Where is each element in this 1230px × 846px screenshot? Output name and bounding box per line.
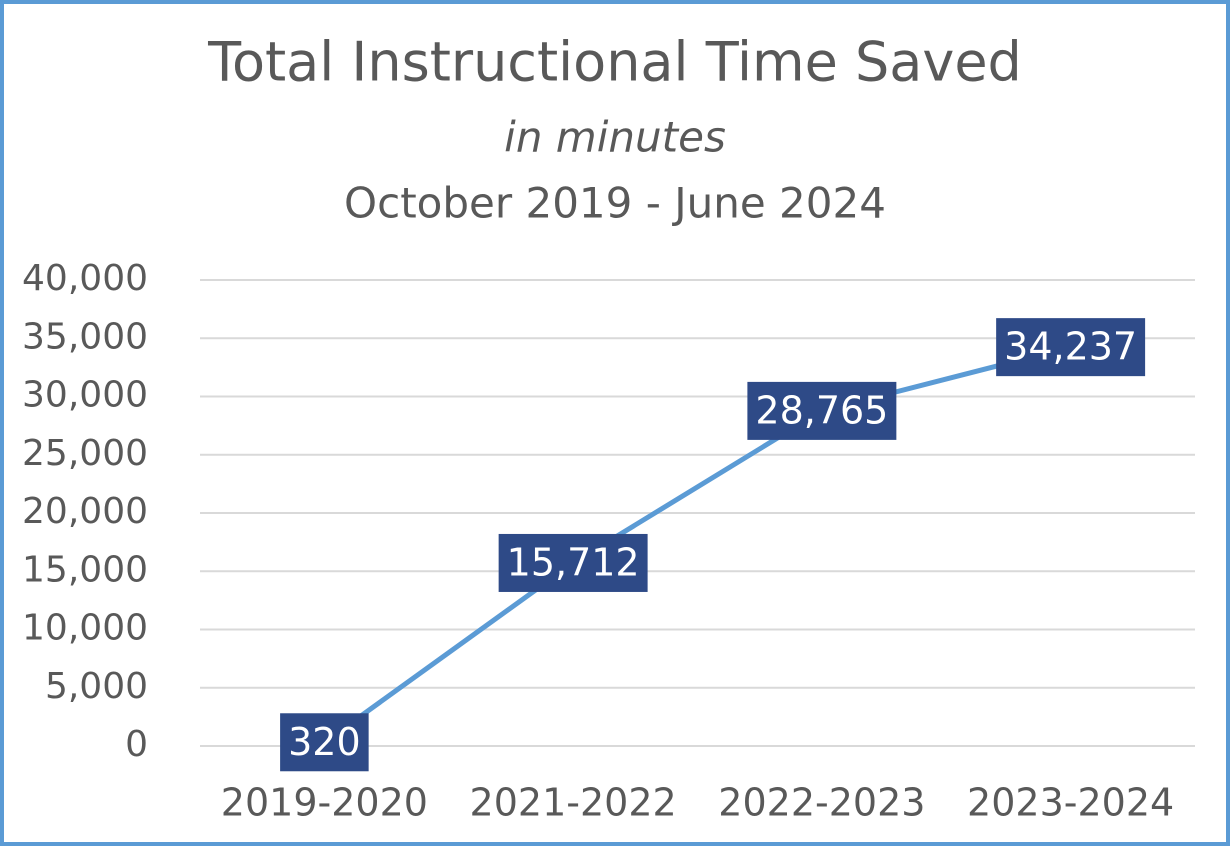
data-label: 34,237 xyxy=(1004,325,1137,369)
y-tick-label: 30,000 xyxy=(22,375,148,416)
data-label: 15,712 xyxy=(507,540,640,584)
data-label: 28,765 xyxy=(755,388,888,432)
data-label-box xyxy=(996,318,1146,377)
data-label-box xyxy=(498,533,648,592)
y-tick-label: 0 xyxy=(125,724,148,765)
y-tick-label: 10,000 xyxy=(22,608,148,649)
data-label-box xyxy=(280,713,369,772)
x-tick-label: 2022-2023 xyxy=(718,781,925,825)
y-tick-label: 35,000 xyxy=(22,316,148,357)
x-tick-label: 2023-2024 xyxy=(967,781,1174,825)
chart-title: Total Instructional Time Saved xyxy=(207,31,1022,94)
y-tick-label: 15,000 xyxy=(22,549,148,590)
y-tick-label: 5,000 xyxy=(45,666,148,707)
data-label: 320 xyxy=(288,720,361,764)
x-tick-label: 2019-2020 xyxy=(221,781,428,825)
series-line xyxy=(322,344,1072,745)
y-tick-label: 40,000 xyxy=(22,258,148,299)
data-label-box xyxy=(747,381,897,440)
chart-subtitle: in minutes xyxy=(504,113,726,162)
y-tick-label: 25,000 xyxy=(22,433,148,474)
x-tick-label: 2021-2022 xyxy=(470,781,677,825)
y-tick-label: 20,000 xyxy=(22,491,148,532)
date-range: October 2019 - June 2024 xyxy=(344,179,886,228)
